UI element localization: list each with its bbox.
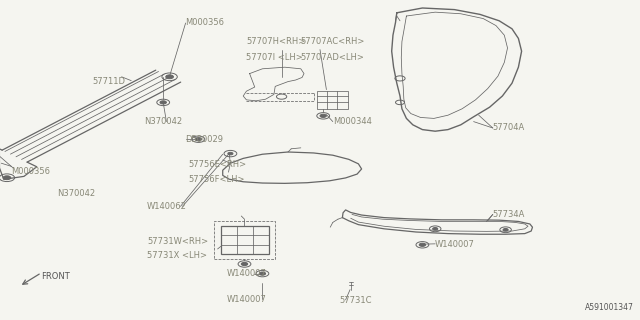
Text: 57731C: 57731C [339, 296, 372, 305]
Circle shape [259, 272, 266, 275]
Circle shape [160, 101, 166, 104]
Bar [317, 91, 348, 109]
Bar [214, 221, 275, 259]
Text: 57707AD<LH>: 57707AD<LH> [301, 53, 365, 62]
Circle shape [419, 243, 426, 246]
Text: N370042: N370042 [58, 189, 96, 198]
Circle shape [503, 228, 508, 231]
Text: M000356: M000356 [186, 18, 225, 27]
Text: 57707H<RH>: 57707H<RH> [246, 37, 306, 46]
Text: 57756F<LH>: 57756F<LH> [189, 175, 245, 184]
Text: M000356: M000356 [12, 167, 51, 176]
Text: A591001347: A591001347 [585, 303, 634, 312]
Text: 57731W<RH>: 57731W<RH> [147, 237, 209, 246]
Circle shape [228, 152, 233, 155]
Text: FRONT: FRONT [42, 272, 70, 281]
Text: 57756E<RH>: 57756E<RH> [189, 160, 247, 169]
Text: 57707I <LH>: 57707I <LH> [246, 53, 303, 62]
Bar [221, 226, 269, 254]
Text: W140062: W140062 [147, 202, 187, 211]
Text: 57707AC<RH>: 57707AC<RH> [301, 37, 365, 46]
Text: D500029: D500029 [186, 135, 223, 144]
Text: 57734A: 57734A [493, 210, 525, 219]
Text: N370042: N370042 [144, 117, 182, 126]
Text: W140007: W140007 [227, 269, 267, 278]
Circle shape [433, 228, 438, 230]
Text: M000344: M000344 [333, 117, 372, 126]
Circle shape [195, 138, 202, 141]
Text: 57711D: 57711D [93, 77, 126, 86]
Text: 57704A: 57704A [493, 124, 525, 132]
Circle shape [166, 75, 173, 79]
Text: W140007: W140007 [435, 240, 475, 249]
Circle shape [3, 176, 11, 180]
Circle shape [320, 114, 326, 117]
Circle shape [241, 262, 248, 266]
Text: W140007: W140007 [227, 295, 267, 304]
Text: 57731X <LH>: 57731X <LH> [147, 252, 207, 260]
